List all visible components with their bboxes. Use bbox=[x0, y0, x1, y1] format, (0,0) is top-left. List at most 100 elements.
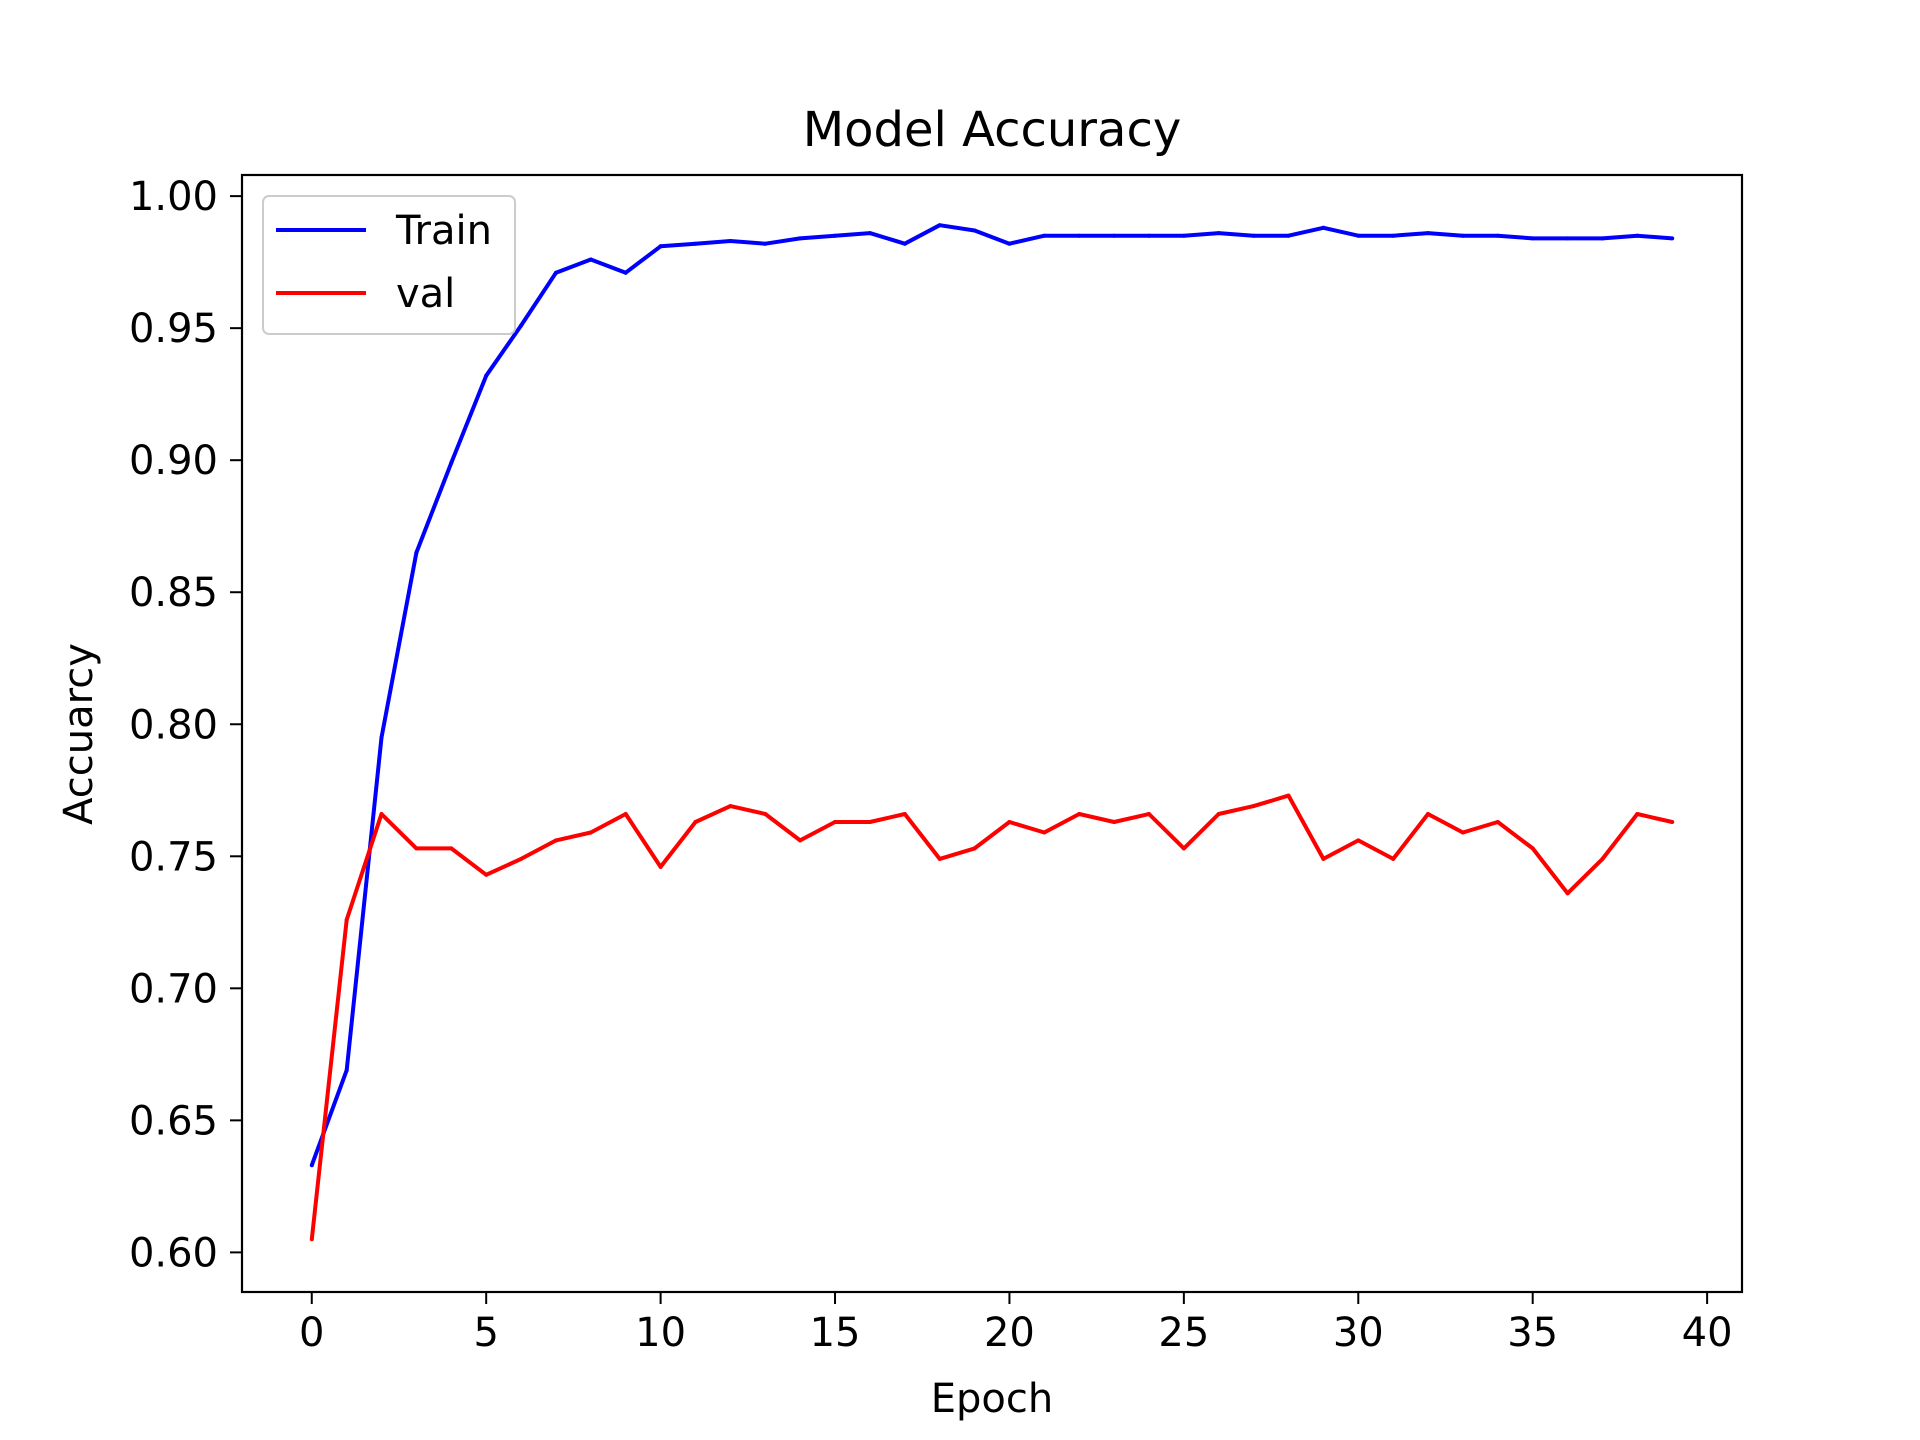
data-point-val bbox=[1147, 812, 1151, 816]
y-axis-label: Accuarcy bbox=[56, 643, 102, 825]
data-point-train bbox=[1600, 236, 1605, 241]
y-tick-label: 0.75 bbox=[129, 834, 218, 880]
x-axis-ticks: 0 5 10 15 20 25 30 35 40 bbox=[299, 1292, 1733, 1356]
data-point-val bbox=[623, 812, 628, 816]
data-point-train bbox=[519, 323, 524, 328]
data-point-train bbox=[972, 228, 977, 233]
data-point-train bbox=[484, 373, 489, 378]
data-point-train bbox=[344, 1068, 349, 1073]
x-tick-label: 30 bbox=[1333, 1310, 1384, 1356]
data-point-train bbox=[1112, 233, 1117, 238]
data-point-val bbox=[554, 838, 558, 843]
data-point-train bbox=[1007, 241, 1012, 246]
data-point-val bbox=[1460, 830, 1465, 835]
x-axis-label: Epoch bbox=[931, 1376, 1053, 1422]
data-point-train bbox=[833, 233, 837, 238]
data-point-train bbox=[1670, 236, 1675, 241]
data-point-val bbox=[937, 856, 942, 861]
data-point-val bbox=[309, 1237, 314, 1242]
data-point-train bbox=[937, 223, 942, 228]
data-point-train bbox=[1635, 233, 1640, 238]
data-point-val bbox=[1077, 812, 1082, 816]
data-point-val bbox=[972, 846, 977, 851]
series-layer bbox=[309, 223, 1675, 1242]
x-tick-label: 10 bbox=[635, 1310, 686, 1356]
data-point-train bbox=[379, 735, 384, 740]
data-point-val bbox=[1356, 838, 1361, 843]
data-point-val bbox=[1391, 856, 1396, 861]
data-point-train bbox=[1251, 233, 1256, 238]
data-point-train bbox=[1181, 233, 1186, 238]
data-point-val bbox=[1670, 820, 1675, 824]
data-point-val bbox=[728, 804, 733, 809]
data-point-train bbox=[588, 257, 593, 262]
x-tick-label: 35 bbox=[1507, 1310, 1558, 1356]
legend-label-val: val bbox=[396, 271, 455, 317]
y-tick-label: 0.85 bbox=[129, 570, 218, 616]
data-point-val bbox=[484, 872, 489, 877]
data-point-train bbox=[1565, 236, 1570, 241]
data-point-val bbox=[867, 820, 872, 824]
y-tick-label: 0.80 bbox=[129, 702, 218, 748]
data-point-train bbox=[763, 241, 768, 246]
data-point-train bbox=[798, 236, 803, 241]
data-point-train bbox=[1147, 233, 1151, 238]
data-point-val bbox=[519, 856, 524, 861]
data-point-train bbox=[1495, 233, 1500, 238]
data-point-val bbox=[833, 820, 837, 824]
data-point-val bbox=[1286, 793, 1291, 798]
data-point-train bbox=[554, 270, 558, 275]
data-point-train bbox=[1530, 236, 1535, 241]
data-point-train bbox=[693, 241, 698, 246]
data-point-val bbox=[902, 812, 907, 816]
data-point-train bbox=[449, 460, 454, 465]
y-tick-label: 0.90 bbox=[129, 438, 218, 484]
data-point-val bbox=[763, 812, 768, 816]
data-point-val bbox=[1530, 846, 1535, 851]
data-point-val bbox=[588, 830, 593, 835]
data-point-val bbox=[798, 838, 803, 843]
data-point-val bbox=[1426, 812, 1430, 816]
data-point-train bbox=[658, 244, 663, 249]
y-tick-label: 0.65 bbox=[129, 1098, 218, 1144]
legend-label-train: Train bbox=[395, 208, 492, 254]
x-tick-label: 0 bbox=[299, 1310, 324, 1356]
y-tick-label: 0.95 bbox=[129, 306, 218, 352]
series-line-val bbox=[309, 793, 1673, 1240]
data-point-val bbox=[1600, 856, 1605, 861]
legend: Train val bbox=[262, 195, 516, 335]
data-point-train bbox=[414, 550, 419, 555]
data-point-val bbox=[658, 864, 663, 869]
data-point-train bbox=[728, 239, 733, 243]
data-point-val bbox=[1251, 804, 1256, 809]
data-point-val bbox=[344, 917, 349, 922]
data-point-val bbox=[1181, 846, 1186, 851]
data-point-train bbox=[1321, 225, 1326, 230]
data-point-val bbox=[1321, 856, 1326, 861]
data-point-train bbox=[1286, 233, 1291, 238]
data-point-train bbox=[1356, 233, 1361, 238]
data-point-val bbox=[1042, 830, 1047, 835]
chart-title: Model Accuracy bbox=[803, 102, 1182, 158]
data-point-val bbox=[1495, 820, 1500, 824]
y-axis-ticks: 0.60 0.65 0.70 0.75 0.80 0.85 0.90 0.95 1.00 bbox=[129, 174, 242, 1276]
series-line-train bbox=[309, 223, 1673, 1166]
data-point-train bbox=[902, 241, 907, 246]
data-point-val bbox=[1216, 812, 1221, 816]
x-tick-label: 20 bbox=[984, 1310, 1035, 1356]
data-point-train bbox=[1391, 233, 1396, 238]
x-tick-label: 5 bbox=[473, 1310, 498, 1356]
data-point-train bbox=[1077, 233, 1082, 238]
data-point-val bbox=[414, 846, 419, 851]
x-tick-label: 15 bbox=[810, 1310, 861, 1356]
data-point-val bbox=[693, 820, 698, 824]
data-point-val bbox=[379, 812, 384, 816]
y-tick-label: 1.00 bbox=[129, 174, 218, 220]
data-point-val bbox=[1635, 812, 1640, 816]
data-point-train bbox=[1426, 231, 1430, 236]
y-tick-label: 0.70 bbox=[129, 966, 218, 1012]
data-point-val bbox=[1112, 820, 1117, 824]
data-point-val bbox=[1565, 891, 1570, 896]
data-point-val bbox=[1007, 820, 1012, 824]
